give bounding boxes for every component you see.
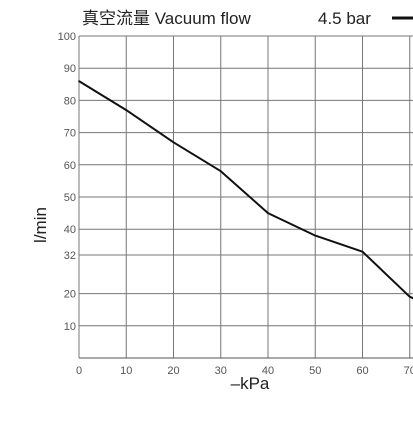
x-tick-label: 50 <box>309 365 321 377</box>
series-point <box>125 109 128 111</box>
y-axis-label: l/min <box>31 207 50 243</box>
grid-layer <box>78 35 413 359</box>
y-tick-label: 80 <box>64 95 76 107</box>
x-tick-label: 40 <box>262 365 274 377</box>
y-tick-label: 100 <box>58 31 76 43</box>
x-tick-label: 0 <box>76 365 82 377</box>
y-tick-label: 60 <box>64 160 76 172</box>
series-point <box>314 234 317 237</box>
series-point <box>78 80 80 82</box>
y-tick-label: 10 <box>64 321 76 333</box>
y-tick-label: 32 <box>64 250 76 262</box>
legend-label: 4.5 bar <box>318 9 371 28</box>
series-point <box>267 212 269 214</box>
series-point <box>219 170 222 173</box>
y-tick-label: 50 <box>64 192 76 204</box>
tick-layer: 0102030405060708102032405060708090100 <box>58 31 413 377</box>
x-tick-label: 20 <box>167 365 179 377</box>
x-tick-label: 30 <box>215 365 227 377</box>
chart-title: 真空流量 Vacuum flow <box>82 9 252 28</box>
x-tick-label: 60 <box>356 365 368 377</box>
x-tick-label: 10 <box>120 365 132 377</box>
x-tick-label: 70 <box>404 365 413 377</box>
x-axis-label: –kPa <box>231 374 270 393</box>
series-layer <box>78 80 413 300</box>
legend: 4.5 bar <box>318 9 413 28</box>
series-point <box>172 141 175 144</box>
series-point <box>361 250 364 253</box>
y-tick-label: 70 <box>64 128 76 140</box>
y-tick-label: 90 <box>64 63 76 75</box>
series-point <box>408 296 411 298</box>
y-tick-label: 20 <box>64 289 76 301</box>
y-tick-label: 40 <box>64 224 76 236</box>
